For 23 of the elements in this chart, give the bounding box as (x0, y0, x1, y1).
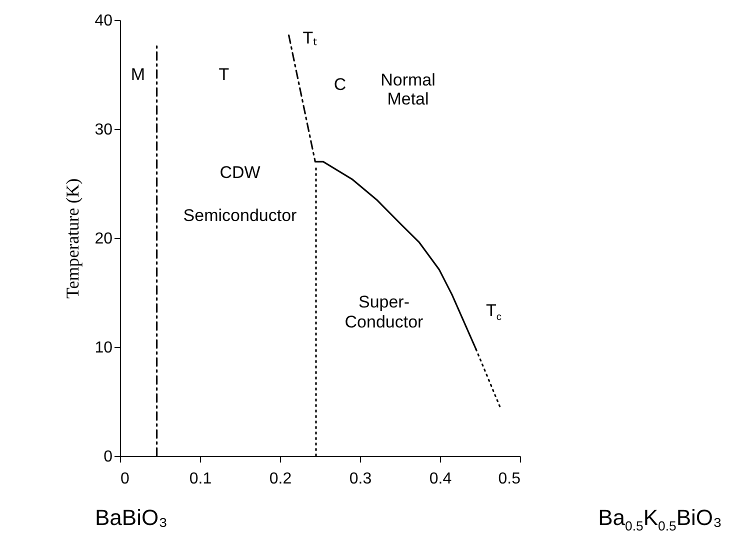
text: Ba$_{0.5}$K$_{0.5}$BiO₃ (598, 505, 722, 534)
annotation: Normal Metal (380, 70, 436, 110)
series-label: T$_{c}$ (486, 300, 502, 324)
annotation: Super- Conductor (344, 292, 424, 332)
y-tick-label: 20 (94, 230, 113, 248)
x-tick-label: 0.2 (269, 470, 292, 488)
series-label: Tₜ (302, 28, 318, 49)
annotation: M (130, 64, 146, 84)
annotation: T (218, 64, 230, 84)
x-tick-label: 0.5 (498, 470, 521, 488)
x-tick-label: 0.1 (189, 470, 212, 488)
y-tick-label: 10 (94, 340, 113, 356)
y-tick-label: 30 (94, 122, 113, 138)
annotation: Semiconductor (183, 206, 297, 226)
text: BaBiO₃ (95, 505, 168, 531)
annotation: C (334, 76, 346, 96)
annotation: CDW (220, 162, 260, 182)
x-tick-label: 0 (120, 470, 130, 488)
y-tick-label: 0 (104, 448, 113, 466)
y-axis-title: Temperature (K) (62, 178, 83, 299)
x-tick-label: 0.3 (349, 470, 372, 488)
x-tick-label: 0.4 (429, 470, 452, 488)
y-tick-label: 40 (94, 12, 113, 30)
